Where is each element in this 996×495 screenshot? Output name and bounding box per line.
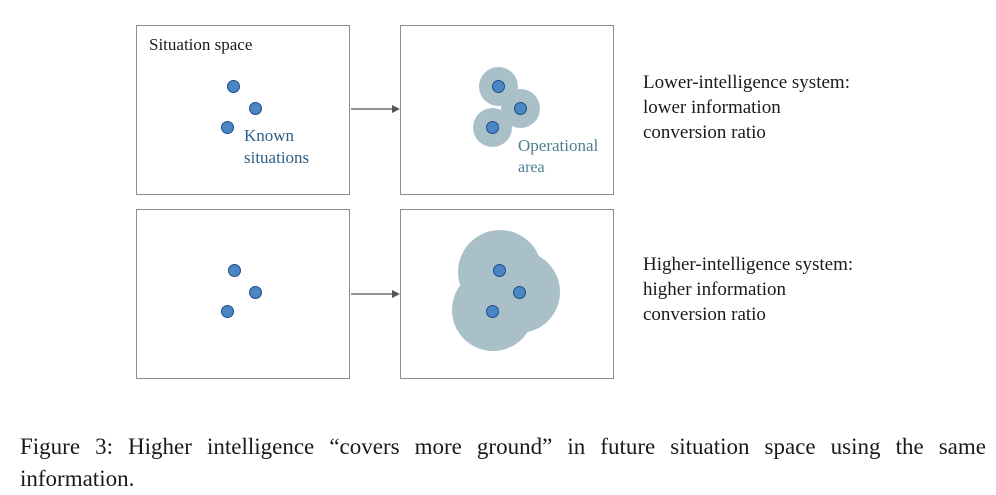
- operational-area-label: Operational area: [518, 135, 598, 179]
- known-situations-label: Known situations: [244, 125, 309, 169]
- operational-label-line1: Operational: [518, 136, 599, 155]
- known-situation-dot: [486, 121, 499, 134]
- figure-caption: Figure 3: Higher intelligence “covers mo…: [20, 431, 986, 495]
- known-situation-dot: [227, 80, 240, 93]
- known-situation-dot: [492, 80, 505, 93]
- known-label-line1: Known: [244, 126, 295, 145]
- known-situation-dot: [249, 102, 262, 115]
- higher-intelligence-description: Higher-intelligence system: higher infor…: [643, 252, 853, 327]
- situation-space-panel-lower: Situation space Known situations: [136, 25, 350, 195]
- known-situation-dot: [513, 286, 526, 299]
- known-situation-dot: [493, 264, 506, 277]
- known-situation-dot: [221, 305, 234, 318]
- higher-desc-line3: conversion ratio: [643, 304, 766, 325]
- higher-desc-line1: Higher-intelligence system:: [643, 254, 854, 275]
- known-situation-dot: [514, 102, 527, 115]
- known-situation-dot: [486, 305, 499, 318]
- lower-desc-line2: lower information: [643, 97, 781, 118]
- known-situation-dot: [228, 264, 241, 277]
- caption-line1: Figure 3: Higher intelligence “covers mo…: [20, 434, 986, 459]
- known-situation-dot: [249, 286, 262, 299]
- arrow-right-icon: [351, 290, 400, 298]
- higher-desc-line2: higher information: [643, 279, 786, 300]
- operational-label-line2: area: [518, 159, 545, 176]
- lower-desc-line3: conversion ratio: [643, 122, 766, 143]
- situation-space-panel-higher: [136, 209, 350, 379]
- known-situation-dot: [221, 121, 234, 134]
- lower-desc-line1: Lower-intelligence system:: [643, 72, 850, 93]
- operational-area-panel-higher: [400, 209, 614, 379]
- known-label-line2: situations: [244, 148, 310, 167]
- caption-line2: information.: [20, 466, 135, 491]
- lower-intelligence-description: Lower-intelligence system: lower informa…: [643, 70, 850, 145]
- operational-area-panel-lower: Operational area: [400, 25, 614, 195]
- panel-title: Situation space: [149, 35, 253, 54]
- arrow-right-icon: [351, 105, 400, 113]
